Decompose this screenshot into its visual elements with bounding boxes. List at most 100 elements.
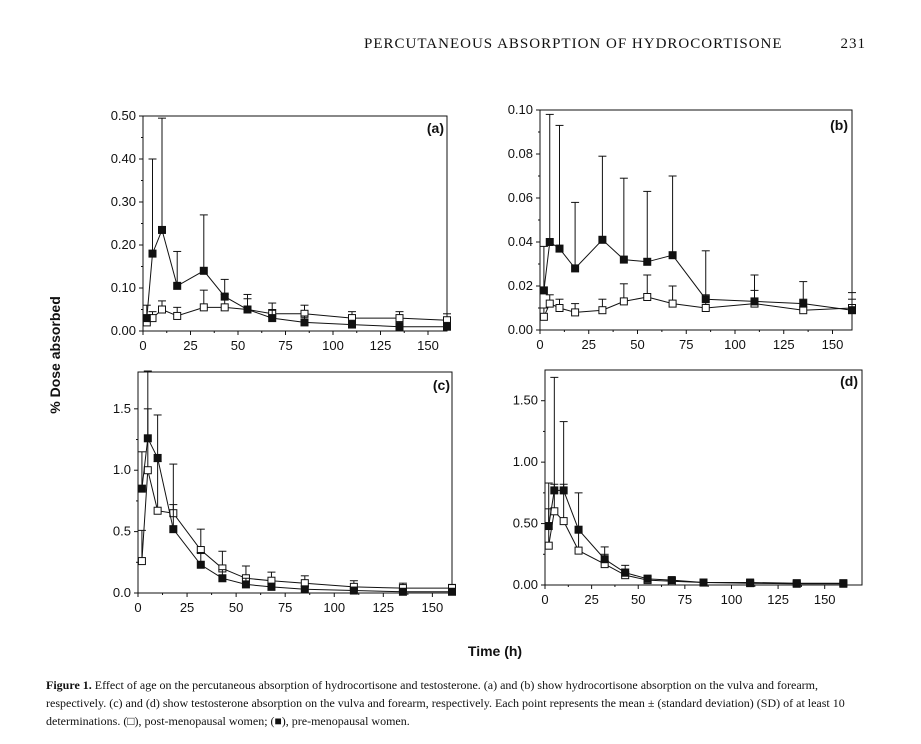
filled-square-marker [598,235,607,244]
filled-square-marker [395,322,404,331]
open-square-marker [199,303,208,312]
chart-panel: 0.00 0.50 1.00 1.50 0 25 50 75 100 125 150 (d) [513,369,863,607]
filled-square-marker [143,434,152,443]
y-tick-label: 0.06 [508,190,533,205]
plot-frame [142,115,448,332]
open-square-marker [799,306,808,315]
filled-square-marker [153,453,162,462]
filled-square-marker [196,560,205,569]
series-line [141,436,452,593]
y-tick-label: 0.40 [111,151,136,166]
filled-square-marker [241,580,250,589]
y-tick-label: 1.50 [513,393,538,408]
filled-square-marker [148,249,157,258]
page-number: 231 [840,36,866,52]
y-tick-label: 0.02 [508,278,533,293]
open-square-marker [143,466,152,475]
open-square-marker [544,541,553,550]
x-tick-label: 25 [183,338,197,353]
plot-frame [544,369,863,586]
y-tick-label: 0.00 [508,322,533,337]
y-tick-label: 0.00 [111,323,136,338]
y-tick-label: 0.10 [111,280,136,295]
filled-square-marker [746,578,755,587]
caption-text: Effect of age on the percutaneous absorp… [46,678,845,728]
x-tick-label: 25 [584,592,598,607]
panel-label: (a) [427,120,444,136]
filled-square-marker [643,574,652,583]
filled-square-marker [443,322,451,331]
series-pre-menopausal [142,117,451,331]
x-tick-label: 150 [814,592,836,607]
x-tick-label: 50 [631,592,645,607]
filled-square-marker [848,306,856,315]
x-tick-label: 100 [724,337,746,352]
x-tick-label: 75 [678,592,692,607]
figure-canvas: % Dose absorbed Time (h) 0.000.100.200.3… [47,102,863,659]
x-tick-label: 0 [134,600,141,615]
series-line [141,470,452,589]
panel-label: (d) [840,373,858,389]
filled-square-marker [218,574,227,583]
panel-label: (c) [433,377,450,393]
filled-square-marker [559,486,568,495]
filled-square-marker [398,587,407,596]
y-tick-label: 0.50 [513,516,538,531]
filled-square-marker [699,578,708,587]
filled-square-marker [169,525,178,534]
x-tick-label: 125 [773,337,795,352]
filled-square-marker [267,582,276,591]
open-square-marker [643,293,652,301]
filled-square-marker [544,522,553,531]
series-post-menopausal [137,408,456,593]
filled-square-marker [750,297,759,306]
series-post-menopausal [142,289,451,327]
x-tick-label: 0 [139,338,146,353]
x-tick-label: 100 [721,592,743,607]
y-tick-label: 0.04 [508,234,533,249]
y-tick-label: 0.5 [113,524,131,539]
open-square-marker [701,304,710,312]
series-line [146,228,447,328]
open-square-marker [668,299,677,308]
filled-square-marker [600,555,609,564]
x-tick-label: 75 [278,600,292,615]
x-tick-label: 125 [370,338,392,353]
open-square-marker [559,517,568,526]
x-tick-label: 125 [372,600,394,615]
filled-square-marker [137,484,146,493]
open-square-marker [571,308,580,317]
x-tick-label: 75 [278,338,292,353]
filled-square-marker [643,257,652,266]
x-tick-label: 75 [679,337,693,352]
chart-panel: 0.0 0.5 1.0 1.5 0 25 50 75 100 125 150 (c) [113,370,456,615]
filled-square-marker [555,244,564,253]
plot-frame [539,109,853,331]
series-line [548,489,844,584]
filled-square-marker [349,586,358,595]
filled-square-marker [142,314,151,323]
x-tick-label: 150 [822,337,844,352]
y-tick-label: 0.20 [111,237,136,252]
filled-square-marker [158,225,166,234]
series-post-menopausal [539,274,856,321]
panel-label: (b) [830,117,848,133]
series-pre-menopausal [137,370,456,596]
series-post-menopausal [544,483,848,588]
filled-square-marker [348,320,356,329]
running-head-title: PERCUTANEOUS ABSORPTION OF HYDROCORTISON… [364,36,783,52]
filled-square-marker [173,281,182,290]
figure-caption: Figure 1. Effect of age on the percutane… [46,676,876,730]
y-tick-label: 0.50 [111,108,136,123]
series-pre-menopausal [544,376,848,588]
x-tick-label: 125 [767,592,789,607]
y-tick-label: 0.30 [111,194,136,209]
x-tick-label: 100 [323,600,345,615]
filled-square-marker [839,579,848,588]
filled-square-marker [571,264,580,273]
filled-square-marker [300,318,309,327]
filled-square-marker [619,255,628,264]
filled-square-marker [668,251,677,260]
x-tick-label: 50 [231,338,245,353]
open-square-marker [395,314,404,323]
